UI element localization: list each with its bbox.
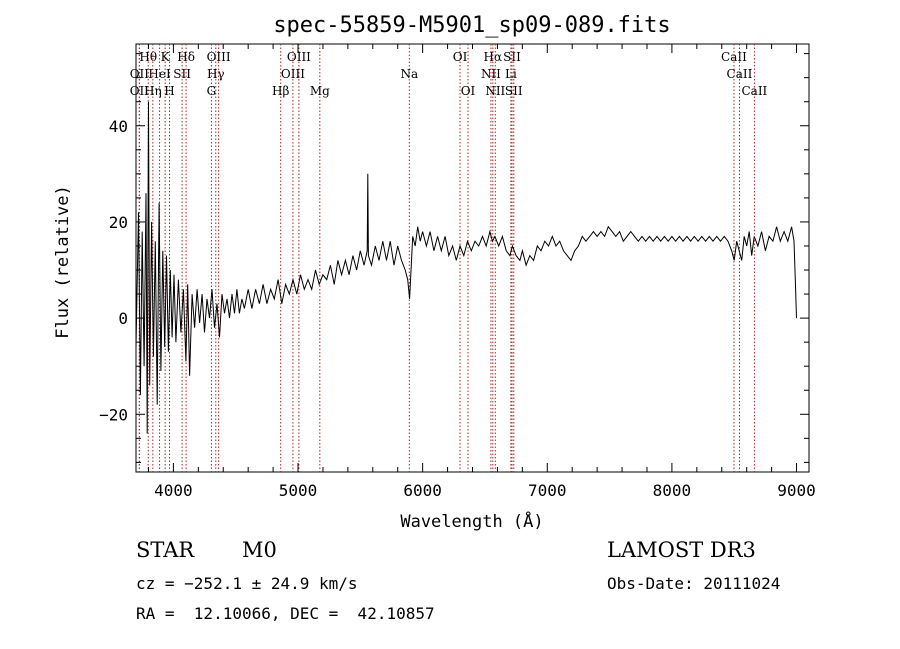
- line-marker-label: NII: [485, 84, 505, 98]
- object-subclass: M0: [242, 538, 277, 562]
- line-marker-label: CaII: [741, 84, 767, 98]
- x-axis-label: Wavelength (Å): [400, 510, 543, 532]
- line-marker-label: HeI: [148, 67, 171, 81]
- observation-date: Obs-Date: 20111024: [607, 574, 781, 593]
- line-marker-label: SII: [505, 84, 523, 98]
- x-tick-label: 4000: [154, 481, 193, 500]
- line-marker-label: SII: [173, 67, 191, 81]
- line-marker-label: NII: [481, 67, 501, 81]
- line-marker-label: Hβ: [272, 84, 289, 98]
- line-marker-label: OI: [453, 50, 468, 64]
- line-marker-label: OI: [461, 84, 476, 98]
- survey-name: LAMOST DR3: [607, 538, 756, 562]
- axis-ticks: 4000 5000 6000 7000 8000 9000 −20 0 20 40: [99, 44, 816, 500]
- chart-title: spec-55859-M5901_sp09-089.fits: [273, 13, 670, 38]
- spectrum-line: [135, 101, 797, 434]
- x-tick-label: 8000: [653, 481, 692, 500]
- line-marker-label: Hθ: [139, 50, 157, 64]
- line-marker-label: Hα: [484, 50, 503, 64]
- redshift-velocity: cz = −252.1 ± 24.9 km/s: [136, 574, 358, 593]
- line-marker-label: Na: [400, 67, 418, 81]
- x-tick-label: 5000: [279, 481, 318, 500]
- x-tick-label: 6000: [403, 481, 442, 500]
- y-tick-label: 0: [118, 309, 128, 328]
- line-marker-label: CaII: [727, 67, 753, 81]
- object-class: STAR: [136, 538, 195, 562]
- spectrum-series: [135, 101, 797, 434]
- y-tick-label: 20: [109, 213, 128, 232]
- line-marker-label: Hγ: [207, 67, 225, 81]
- line-marker-label: H: [164, 84, 174, 98]
- x-tick-label: 9000: [777, 481, 816, 500]
- y-tick-label: −20: [99, 405, 128, 424]
- line-marker-label: SII: [503, 50, 521, 64]
- plot-frame: [135, 43, 810, 473]
- sky-coordinates: RA = 12.10066, DEC = 42.10857: [136, 604, 435, 623]
- line-marker-label: Mg: [310, 84, 330, 98]
- line-marker-label: OII: [130, 67, 150, 81]
- line-marker-label: K: [161, 50, 171, 64]
- y-tick-label: 40: [109, 117, 128, 136]
- line-marker-label: OIII: [207, 50, 231, 64]
- line-marker-label: G: [207, 84, 217, 98]
- line-marker-label: Hδ: [177, 50, 195, 64]
- y-axis-label: Flux (relative): [53, 185, 73, 339]
- line-marker-label: OIII: [281, 67, 305, 81]
- line-marker-label: Li: [505, 67, 517, 81]
- line-marker-label: OIII: [287, 50, 311, 64]
- line-marker-label: Hη: [144, 84, 162, 98]
- x-tick-label: 7000: [528, 481, 567, 500]
- line-marker-label: CaII: [721, 50, 747, 64]
